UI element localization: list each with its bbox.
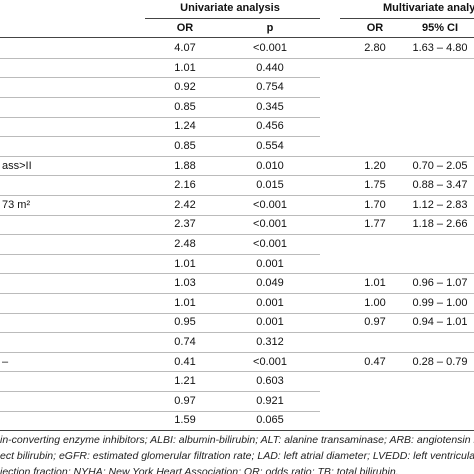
- cell: 0.95: [174, 316, 196, 329]
- header-rule: [145, 18, 320, 19]
- cell: 0.92: [174, 81, 196, 94]
- header-rule: [340, 18, 474, 19]
- cell: 1.01: [174, 257, 196, 270]
- cell: 1.77: [364, 218, 386, 231]
- cell: 1.03: [174, 277, 196, 290]
- cell: 2.48: [174, 238, 196, 250]
- row-rule: [0, 155, 474, 157]
- footnote: jection fraction; NYHA: New York Heart A…: [0, 466, 399, 474]
- cell: 2.80: [364, 42, 386, 54]
- cell: 0.70 – 2.05: [412, 159, 468, 172]
- cell: 0.603: [256, 375, 284, 388]
- cell: 1.59: [174, 414, 196, 427]
- cell: 2.37: [174, 218, 196, 231]
- cell: 0.001: [256, 257, 284, 270]
- footnote: ect bilirubin; eGFR: estimated glomerula…: [0, 450, 474, 463]
- footnote: in-converting enzyme inhibitors; ALBI: a…: [0, 434, 474, 447]
- row-label: –: [2, 355, 9, 368]
- cell: 1.20: [364, 159, 386, 172]
- cell: <0.001: [253, 198, 287, 211]
- column-header: OR: [176, 22, 194, 34]
- cell: 4.07: [174, 42, 196, 54]
- cell: 0.554: [256, 140, 284, 152]
- row-rule: [0, 391, 320, 392]
- cell: 0.001: [256, 296, 284, 309]
- row-rule: [0, 273, 474, 275]
- cell: 0.96 – 1.07: [412, 277, 468, 290]
- cell: 0.94 – 1.01: [412, 316, 468, 329]
- cell: 0.41: [174, 355, 196, 368]
- row-rule: [0, 312, 474, 314]
- cell: 1.01: [174, 296, 196, 309]
- cell: 2.42: [174, 198, 196, 211]
- cell: 1.75: [364, 179, 386, 192]
- cell: 1.01: [174, 61, 196, 74]
- cell: 0.440: [256, 61, 284, 74]
- cell: 0.88 – 3.47: [412, 179, 468, 192]
- cell: 1.63 – 4.80: [412, 42, 468, 54]
- cell: 0.74: [174, 336, 196, 348]
- cell: 0.015: [256, 179, 284, 192]
- column-header: p: [266, 22, 274, 34]
- cell: 1.88: [174, 159, 196, 172]
- cell: 0.921: [256, 394, 284, 407]
- row-rule: [0, 214, 474, 216]
- row-rule: [0, 57, 474, 59]
- cell: 1.18 – 2.66: [412, 218, 468, 231]
- row-rule: [0, 136, 320, 138]
- row-rule: [0, 253, 320, 255]
- cell: 0.001: [256, 316, 284, 329]
- row-rule: [0, 97, 320, 98]
- row-rule: [0, 77, 320, 79]
- group-header: Multivariate analy: [383, 2, 474, 14]
- cell: <0.001: [253, 238, 287, 250]
- row-rule: [0, 410, 320, 412]
- row-rule: [0, 293, 474, 294]
- column-header: 95% CI: [421, 22, 459, 34]
- table-bottom-rule: [0, 430, 474, 432]
- cell: <0.001: [253, 218, 287, 231]
- cell: 0.85: [174, 140, 196, 152]
- cell: 0.47: [364, 355, 386, 368]
- cell: 0.312: [256, 336, 284, 348]
- group-header: Univariate analysis: [180, 2, 280, 14]
- cell: 0.049: [256, 277, 284, 290]
- row-rule: [0, 195, 474, 196]
- cell: 0.99 – 1.00: [412, 296, 468, 309]
- cell: 0.28 – 0.79: [412, 355, 468, 368]
- row-label: 73 m²: [2, 198, 31, 211]
- cell: 0.754: [256, 81, 284, 94]
- row-rule: [0, 332, 474, 334]
- cell: 0.97: [174, 394, 196, 407]
- cell: 2.16: [174, 179, 196, 192]
- cell: 1.00: [364, 296, 386, 309]
- cell: 0.85: [174, 100, 196, 113]
- cell: 0.97: [364, 316, 386, 329]
- cell: 0.456: [256, 120, 284, 133]
- cell: <0.001: [253, 42, 287, 54]
- row-label: ass>II: [2, 159, 32, 172]
- header-rule: [0, 37, 474, 38]
- row-rule: [0, 116, 320, 118]
- cell: 1.21: [174, 375, 196, 388]
- row-rule: [0, 351, 474, 353]
- cell: 0.010: [256, 159, 284, 172]
- cell: 1.24: [174, 120, 196, 133]
- row-rule: [0, 234, 474, 236]
- row-rule: [0, 371, 474, 373]
- cell: 1.12 – 2.83: [412, 198, 468, 211]
- column-header: OR: [366, 22, 384, 34]
- cell: 0.345: [256, 100, 284, 113]
- row-rule: [0, 175, 474, 177]
- cell: 1.01: [364, 277, 386, 290]
- cell: <0.001: [253, 355, 287, 368]
- cell: 0.065: [256, 414, 284, 427]
- cell: 1.70: [364, 198, 386, 211]
